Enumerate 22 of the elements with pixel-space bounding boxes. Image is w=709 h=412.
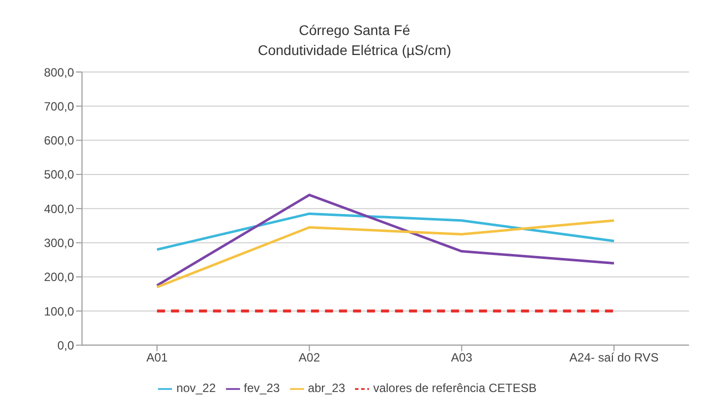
y-tick-label: 200,0 (44, 270, 74, 284)
line-series (156, 212, 616, 251)
y-tick-label: 600,0 (44, 134, 74, 148)
y-tick-label: 400,0 (44, 202, 74, 216)
x-tick-label: A02 (298, 350, 320, 365)
y-tick-label: 500,0 (44, 168, 74, 182)
x-tick-label: A01 (146, 350, 168, 365)
legend-label: valores de referência CETESB (373, 381, 537, 396)
y-tick-label: 700,0 (44, 99, 74, 114)
line-series (156, 219, 616, 288)
legend-label: abr_23 (308, 381, 346, 396)
y-tick-label: 0,0 (57, 338, 74, 352)
legend-label: nov_22 (176, 381, 216, 396)
legend-label: fev_23 (244, 381, 280, 396)
x-tick-label: A03 (450, 350, 473, 365)
chart-title: Córrego Santa Fé (298, 21, 412, 40)
y-tick-label: 300,0 (44, 236, 74, 250)
chart-subtitle: Condutividade Elétrica (µS/cm) (256, 41, 452, 60)
y-tick-label: 100,0 (44, 304, 74, 318)
y-tick-label: 800,0 (44, 65, 74, 80)
line-series (156, 194, 616, 287)
x-tick-label: A24- saí do RVS (569, 350, 659, 365)
